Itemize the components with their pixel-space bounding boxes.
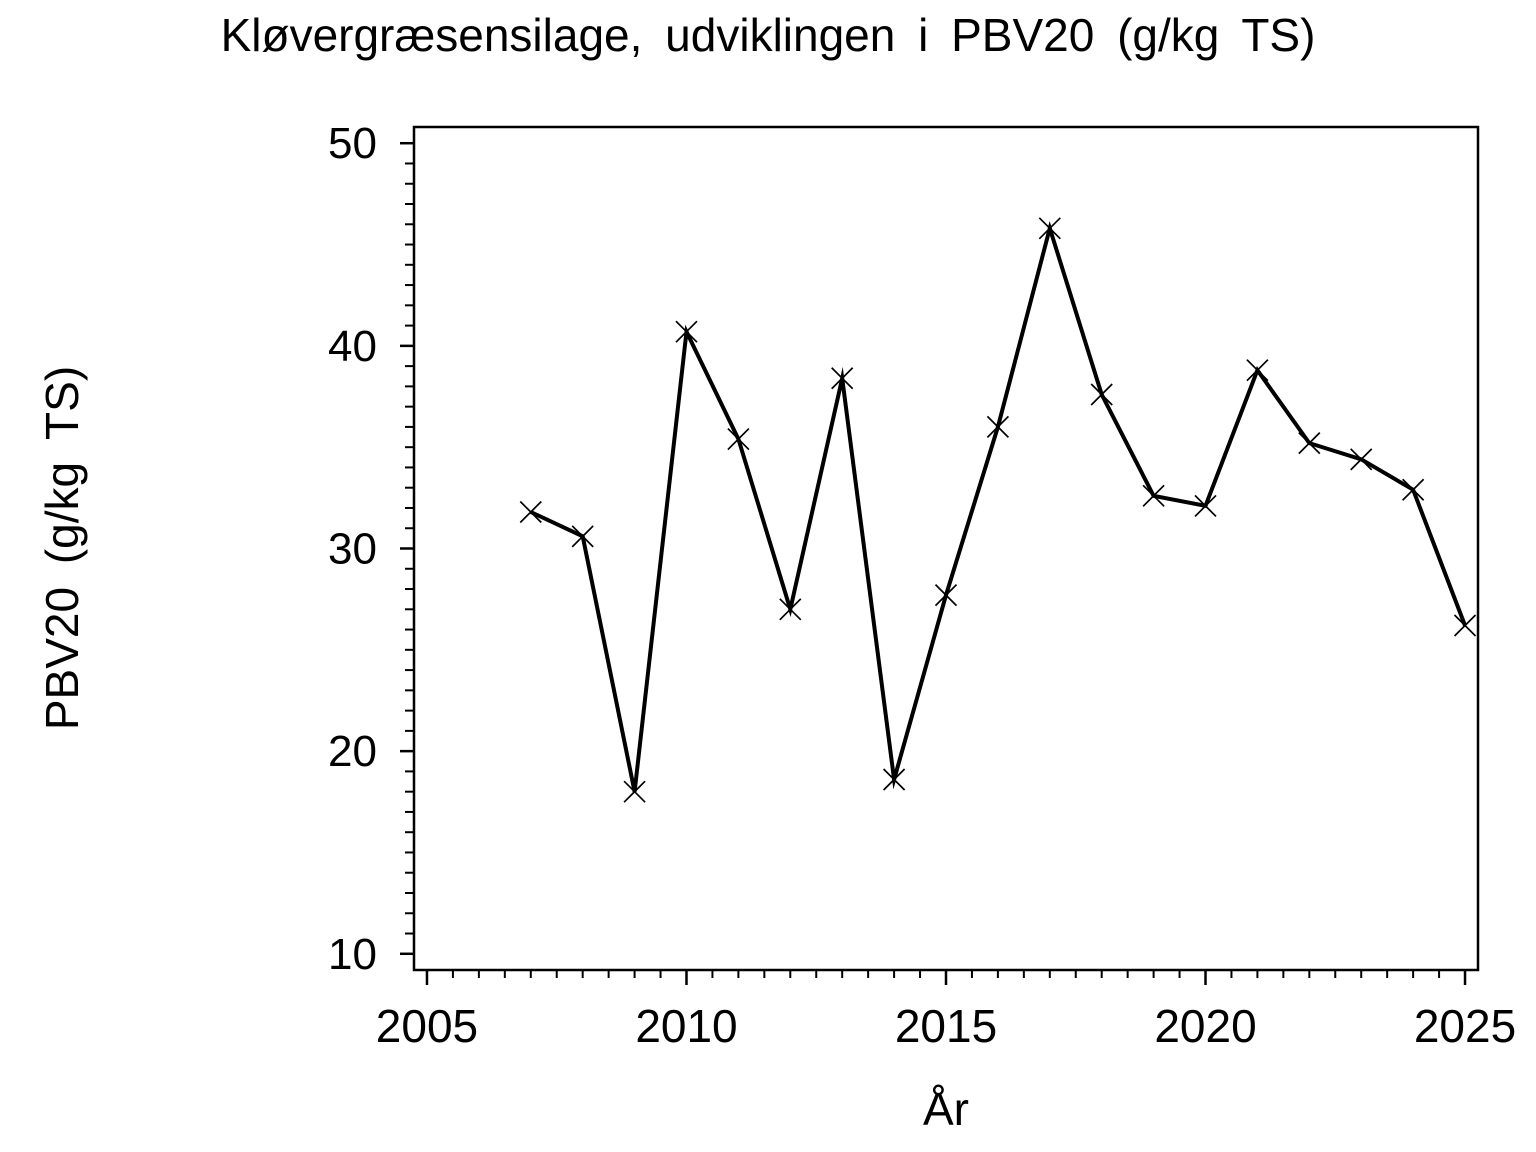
y-tick-label: 20 bbox=[328, 727, 377, 776]
data-point-marker bbox=[779, 598, 802, 621]
data-point-marker bbox=[1298, 432, 1321, 455]
series-line bbox=[529, 221, 1467, 793]
chart-title: Kløvergræsensilage, udviklingen i PBV20 … bbox=[220, 9, 1316, 61]
data-point-marker bbox=[1402, 478, 1425, 501]
y-tick-label: 30 bbox=[328, 525, 377, 574]
y-tick-label: 40 bbox=[328, 322, 377, 371]
x-tick-label: 2010 bbox=[635, 1000, 737, 1052]
data-point-marker bbox=[519, 500, 542, 524]
x-axis-label: År bbox=[923, 1083, 969, 1135]
data-point-marker bbox=[934, 584, 958, 607]
plot-frame bbox=[412, 125, 1480, 972]
data-point-marker bbox=[571, 525, 594, 548]
data-point-marker bbox=[986, 415, 1010, 439]
x-tick-label: 2025 bbox=[1414, 1000, 1516, 1052]
x-tick-label: 2020 bbox=[1154, 1000, 1256, 1052]
data-point-marker bbox=[831, 367, 854, 390]
data-point-marker bbox=[1090, 383, 1113, 406]
x-tick-label: 2015 bbox=[895, 1000, 997, 1052]
y-axis-label: PBV20 (g/kg TS) bbox=[36, 365, 88, 731]
data-point-marker bbox=[1350, 448, 1373, 471]
x-tick-label: 2005 bbox=[376, 1000, 478, 1052]
data-point-marker bbox=[882, 768, 906, 791]
data-point-marker bbox=[1194, 494, 1217, 518]
data-point-marker bbox=[1142, 484, 1165, 507]
data-point-marker bbox=[1453, 614, 1477, 637]
data-point-marker bbox=[675, 320, 698, 343]
data-point-marker bbox=[1246, 359, 1269, 382]
data-point-marker bbox=[623, 780, 646, 803]
y-tick-label: 50 bbox=[328, 119, 377, 168]
y-tick-label: 10 bbox=[328, 930, 377, 979]
data-point-marker bbox=[727, 427, 750, 451]
data-point-marker bbox=[1038, 217, 1061, 240]
